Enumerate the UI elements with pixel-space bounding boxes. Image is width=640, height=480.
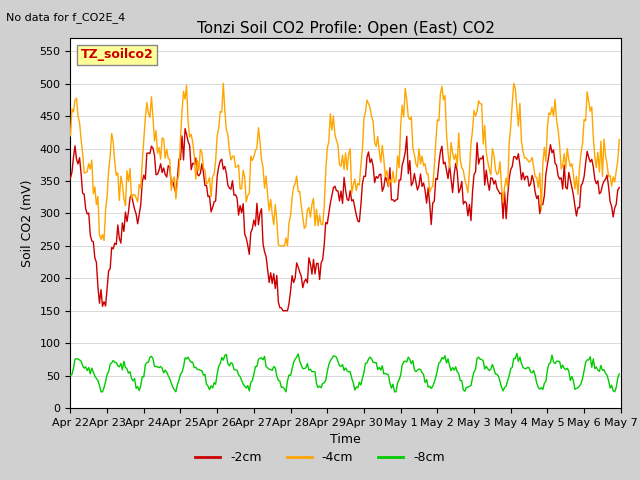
Y-axis label: Soil CO2 (mV): Soil CO2 (mV) — [21, 180, 34, 267]
Legend: -2cm, -4cm, -8cm: -2cm, -4cm, -8cm — [190, 446, 450, 469]
X-axis label: Time: Time — [330, 433, 361, 446]
Title: Tonzi Soil CO2 Profile: Open (East) CO2: Tonzi Soil CO2 Profile: Open (East) CO2 — [196, 21, 495, 36]
Text: No data for f_CO2E_4: No data for f_CO2E_4 — [6, 12, 125, 23]
